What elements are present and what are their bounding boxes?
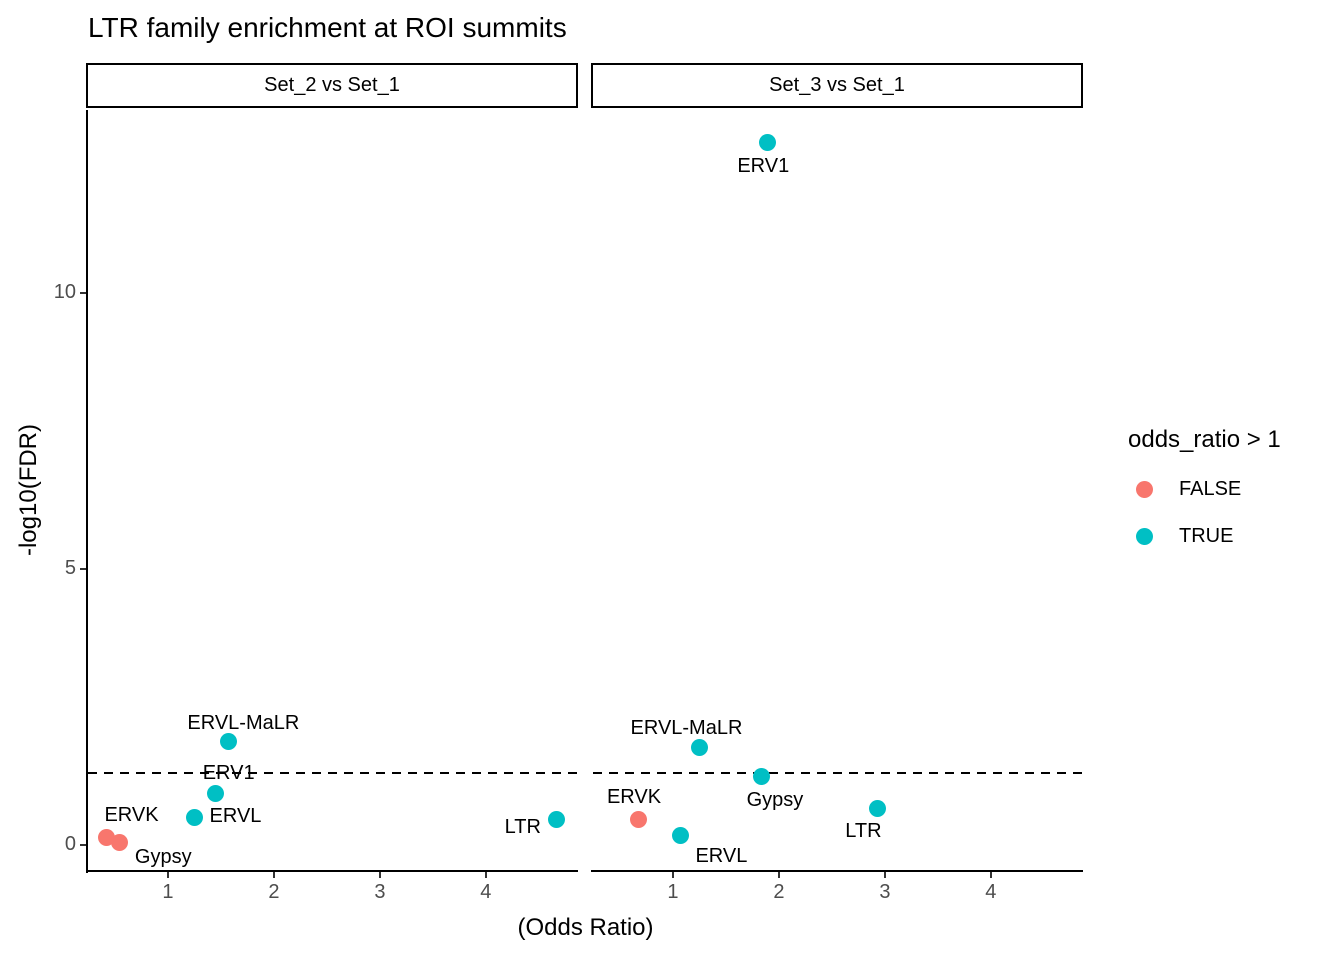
y-axis-tick	[80, 291, 86, 294]
point-label-gypsy: Gypsy	[746, 789, 804, 811]
x-tick-label: 4	[985, 881, 997, 903]
data-point-ervl	[671, 826, 689, 844]
data-point-ltr	[868, 799, 886, 817]
y-tick-label: 10	[53, 280, 76, 303]
legend-item-label: TRUE	[1179, 524, 1234, 547]
legend-item-label: FALSE	[1179, 477, 1242, 500]
x-tick-label: 4	[480, 881, 492, 903]
x-tick-label: 2	[773, 881, 785, 903]
y-axis-line	[86, 110, 88, 873]
facet-strip-label: Set_3 vs Set_1	[769, 74, 905, 96]
y-axis-tick	[80, 844, 86, 847]
threshold-line	[593, 772, 1083, 775]
data-point-erv1	[758, 134, 776, 152]
plot-title: LTR family enrichment at ROI summits	[88, 12, 567, 43]
facet-strip-set2-vs-set1: Set_2 vs Set_1	[86, 63, 578, 108]
x-tick-label: 2	[268, 881, 280, 903]
data-point-ervl	[185, 809, 203, 827]
point-label-ervk: ERVK	[104, 804, 159, 827]
point-label-erv1: ERV1	[202, 762, 255, 785]
legend-item-false: FALSE	[1136, 474, 1241, 504]
x-tick-label: 3	[879, 881, 891, 903]
x-axis-tick	[989, 872, 992, 878]
y-axis-tick	[80, 567, 86, 570]
x-axis-tick	[166, 872, 169, 878]
y-tick-label: 0	[64, 833, 76, 856]
x-axis-tick	[484, 872, 487, 878]
x-axis-tick	[777, 872, 780, 878]
point-label-ltr: LTR	[504, 816, 541, 839]
y-tick-label: 5	[64, 556, 76, 579]
x-axis-title: (Odds Ratio)	[517, 914, 654, 941]
x-axis-tick	[883, 872, 886, 878]
facet-strip-label: Set_2 vs Set_1	[264, 74, 400, 96]
point-label-ervk: ERVK	[606, 786, 662, 809]
data-point-ervk	[629, 810, 647, 828]
point-label-ervl: ERVL	[209, 804, 262, 827]
x-tick-label: 3	[374, 881, 386, 903]
data-point-ervl-malr	[219, 733, 237, 751]
x-tick-label: 1	[667, 881, 679, 903]
x-tick-label: 1	[162, 881, 174, 903]
threshold-line	[88, 772, 578, 775]
legend-item-true: TRUE	[1136, 521, 1233, 551]
x-axis-tick	[272, 872, 275, 878]
x-axis-line	[591, 870, 1083, 872]
data-point-gypsy	[110, 833, 128, 851]
point-label-gypsy: Gypsy	[134, 846, 192, 869]
point-label-erv1: ERV1	[737, 154, 790, 177]
x-axis-tick	[671, 872, 674, 878]
data-point-gypsy	[753, 767, 771, 785]
legend-swatch-true-icon	[1136, 527, 1153, 545]
legend-title: odds_ratio > 1	[1128, 426, 1281, 453]
data-point-erv1	[207, 784, 225, 802]
point-label-ervl: ERVL	[695, 845, 748, 868]
x-axis-line	[86, 870, 578, 872]
point-label-ervl-malr: ERVL-MaLR	[187, 711, 300, 734]
legend-swatch-false-icon	[1136, 480, 1153, 498]
facet-strip-set3-vs-set1: Set_3 vs Set_1	[591, 63, 1083, 108]
data-point-ltr	[548, 810, 566, 828]
x-axis-tick	[378, 872, 381, 878]
data-point-ervl-malr	[690, 739, 708, 757]
point-label-ervl-malr: ERVL-MaLR	[630, 716, 743, 739]
point-label-ltr: LTR	[845, 820, 882, 843]
